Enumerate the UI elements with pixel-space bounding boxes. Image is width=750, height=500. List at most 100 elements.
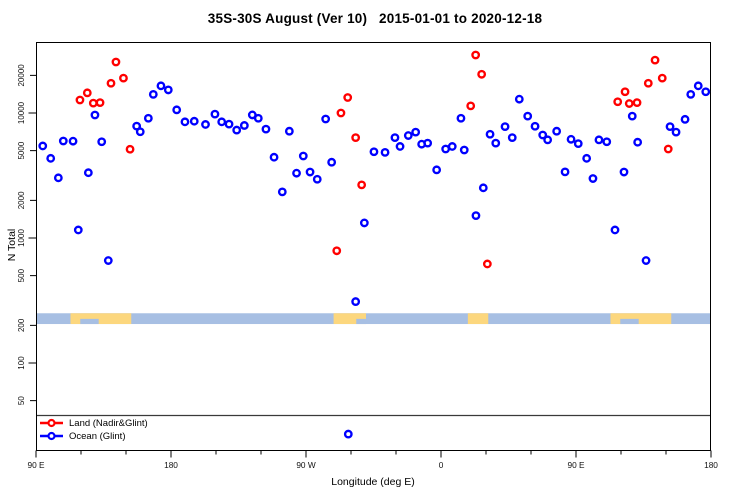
map-strip-coast-gap [620, 318, 639, 325]
map-strip-coast-gap [356, 318, 366, 325]
ocean-data-point [253, 113, 263, 123]
ocean-data-point [588, 174, 598, 183]
ocean-data-point [46, 153, 56, 163]
x-tick-label: 180 [164, 460, 178, 470]
x-tick-label: 90 W [296, 460, 316, 470]
ocean-data-point [90, 110, 100, 120]
ocean-data-point [633, 137, 643, 147]
ocean-data-point [97, 137, 107, 147]
land-data-point [624, 99, 634, 108]
ocean-data-point [538, 130, 548, 140]
land-data-point [332, 246, 342, 256]
x-tick-label: 0 [439, 460, 444, 470]
x-tick-label: 90 E [567, 460, 585, 470]
land-data-point [336, 108, 346, 118]
ocean-data-point [201, 120, 210, 129]
x-tick-label: 90 E [27, 460, 45, 470]
chart-title: 35S-30S August (Ver 10) 2015-01-01 to 20… [207, 11, 543, 26]
ocean-data-point [619, 167, 629, 177]
ocean-data-point [507, 133, 517, 143]
ocean-data-point [530, 121, 540, 131]
land-data-point [632, 98, 642, 108]
land-data-point [482, 259, 492, 269]
ocean-data-point [172, 105, 182, 115]
ocean-data-point [343, 429, 353, 439]
ocean-data-point [671, 127, 681, 137]
land-data-point [343, 93, 353, 102]
land-data-point [477, 69, 487, 79]
ocean-data-point [627, 111, 637, 121]
land-data-point [620, 87, 630, 97]
ocean-data-point [53, 173, 63, 183]
land-data-point [119, 73, 128, 83]
legend-marker-ocean [47, 431, 56, 441]
y-tick-label: 20000 [17, 64, 26, 87]
ocean-data-point [68, 136, 78, 146]
ocean-data-point [680, 114, 690, 124]
map-strip-coast-gap [80, 318, 99, 325]
y-tick-label: 500 [17, 268, 26, 282]
ocean-data-point [58, 136, 68, 146]
ocean-data-point [380, 147, 390, 157]
ocean-data-point [163, 85, 173, 95]
land-data-point [88, 98, 98, 108]
ocean-data-point [239, 121, 249, 130]
ocean-data-point [552, 126, 562, 136]
ocean-data-point [73, 225, 83, 235]
ocean-data-point [210, 109, 220, 119]
map-strip-ocean [37, 313, 710, 325]
legend-label-land: Land (Nadir&Glint) [69, 418, 148, 429]
ocean-data-point [232, 125, 242, 135]
map-strip-land [610, 313, 672, 325]
ocean-data-point [491, 138, 501, 148]
ocean-data-point [284, 126, 294, 136]
legend-label-ocean: Ocean (Glint) [69, 431, 126, 442]
land-data-point [657, 73, 667, 83]
ocean-data-point [321, 114, 331, 124]
x-axis-title: Longitude (deg E) [331, 476, 415, 488]
ocean-data-point [38, 141, 48, 151]
ocean-data-point [423, 138, 433, 148]
land-data-point [650, 55, 660, 65]
ocean-data-point [269, 152, 279, 162]
map-strip-land [70, 313, 132, 325]
ocean-data-point [459, 145, 469, 155]
ocean-data-point [514, 94, 524, 104]
legend-marker-land [47, 418, 56, 428]
ocean-data-point [686, 89, 696, 99]
ocean-data-point [351, 297, 361, 306]
ocean-data-point [180, 117, 190, 127]
ocean-data-point [369, 147, 379, 157]
land-data-point [351, 133, 361, 143]
map-strip-land [333, 313, 366, 325]
land-data-point [95, 98, 105, 108]
ocean-data-point [261, 124, 271, 134]
land-data-point [357, 180, 367, 190]
ocean-data-point [573, 139, 583, 149]
land-data-point [466, 101, 476, 111]
ocean-data-point [641, 256, 651, 265]
ocean-data-point [217, 117, 227, 127]
plot-border [36, 42, 711, 451]
y-tick-label: 200 [17, 318, 26, 332]
ocean-data-point [543, 135, 553, 145]
ocean-data-point [305, 167, 315, 177]
ocean-data-point [665, 122, 675, 132]
ocean-data-point [471, 211, 481, 221]
y-tick-label: 10000 [17, 101, 26, 124]
ocean-data-point [312, 174, 322, 184]
ocean-data-point [701, 87, 711, 97]
y-axis-title: N Total [6, 228, 18, 262]
land-data-point [643, 78, 653, 88]
ocean-data-point [610, 225, 620, 235]
ocean-data-point [560, 167, 570, 177]
y-tick-label: 5000 [17, 141, 26, 159]
ocean-data-point [103, 256, 113, 265]
ocean-data-point [523, 111, 533, 121]
ocean-data-point [456, 113, 466, 123]
y-tick-label: 1000 [17, 229, 26, 247]
ocean-data-point [582, 153, 592, 163]
ocean-data-point [403, 131, 413, 140]
y-tick-label: 2000 [17, 191, 26, 209]
ocean-data-point [432, 165, 442, 175]
